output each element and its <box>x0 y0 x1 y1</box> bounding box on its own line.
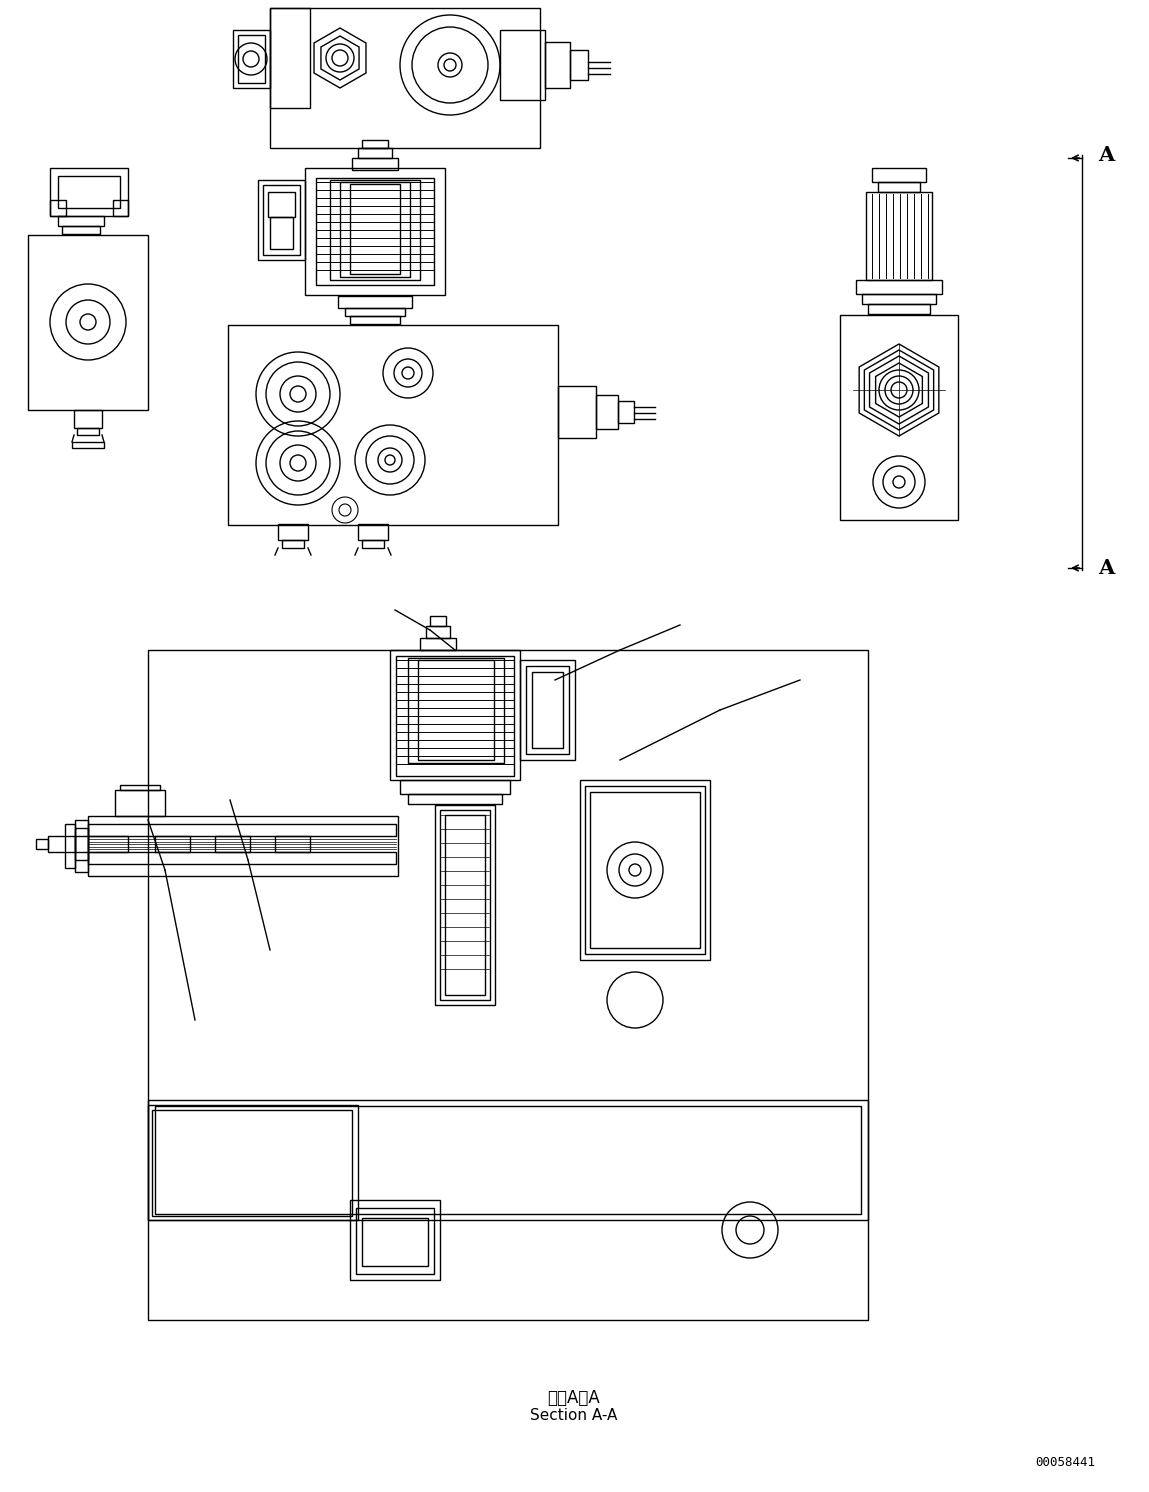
Bar <box>856 280 942 294</box>
Bar <box>88 852 396 864</box>
Bar <box>259 181 304 260</box>
Bar <box>62 225 100 234</box>
Bar <box>352 158 398 170</box>
Bar <box>74 410 102 428</box>
Bar <box>358 524 388 540</box>
Bar <box>51 200 65 216</box>
Bar <box>88 836 128 852</box>
Bar <box>440 810 489 1000</box>
Bar <box>148 1100 867 1220</box>
Bar <box>390 651 520 780</box>
Bar <box>270 7 310 107</box>
Bar <box>155 1106 861 1214</box>
Bar <box>316 178 434 285</box>
Bar <box>270 7 540 148</box>
Bar <box>57 176 119 207</box>
Bar <box>356 1209 434 1274</box>
Bar <box>282 540 304 548</box>
Bar <box>532 671 563 747</box>
Bar <box>358 148 392 158</box>
Bar <box>867 304 930 313</box>
Bar <box>545 42 570 88</box>
Bar <box>88 816 398 876</box>
Bar <box>596 395 618 430</box>
Bar <box>426 627 450 639</box>
Text: 断面A－A: 断面A－A <box>548 1389 601 1407</box>
Bar <box>228 325 558 525</box>
Bar <box>75 828 88 859</box>
Bar <box>113 200 128 216</box>
Bar <box>589 792 700 947</box>
Bar <box>520 659 574 759</box>
Bar <box>36 839 48 849</box>
Bar <box>570 51 588 81</box>
Bar <box>233 30 270 88</box>
Bar <box>275 836 310 852</box>
Bar <box>350 1200 440 1280</box>
Text: A: A <box>1098 558 1115 577</box>
Bar <box>840 315 958 521</box>
Text: A: A <box>1098 145 1115 166</box>
Bar <box>77 428 99 436</box>
Bar <box>28 236 148 410</box>
Bar <box>338 295 412 307</box>
Bar <box>408 658 504 762</box>
Bar <box>215 836 250 852</box>
Bar <box>48 836 75 852</box>
Bar <box>115 789 165 816</box>
Bar <box>362 1217 427 1267</box>
Bar <box>345 307 404 316</box>
Bar <box>263 185 300 255</box>
Bar <box>304 169 445 295</box>
Bar <box>330 181 421 280</box>
Bar <box>75 821 88 871</box>
Bar <box>362 140 388 148</box>
Bar <box>418 659 494 759</box>
Bar <box>526 665 569 753</box>
Bar <box>65 824 75 868</box>
Bar <box>238 34 265 84</box>
Bar <box>57 216 105 225</box>
Bar <box>500 30 545 100</box>
Bar <box>148 651 867 1320</box>
Bar <box>408 794 502 804</box>
Bar <box>152 1110 352 1216</box>
Bar <box>435 806 495 1006</box>
Bar <box>350 316 400 324</box>
Bar <box>618 401 634 424</box>
Bar <box>270 216 293 249</box>
Bar <box>155 836 190 852</box>
Bar <box>88 824 396 836</box>
Bar <box>119 785 160 789</box>
Bar <box>278 524 308 540</box>
Bar <box>558 386 596 439</box>
Bar <box>400 780 510 794</box>
Bar <box>396 656 514 776</box>
Bar <box>421 639 456 651</box>
Text: 00058441: 00058441 <box>1035 1456 1095 1468</box>
Bar <box>585 786 705 953</box>
Bar <box>72 442 105 448</box>
Bar <box>148 1106 358 1220</box>
Bar <box>430 616 446 627</box>
Bar <box>866 192 932 280</box>
Bar <box>362 540 384 548</box>
Bar <box>445 815 485 995</box>
Bar <box>872 169 926 182</box>
Bar <box>350 184 400 275</box>
Bar <box>878 182 920 192</box>
Bar <box>51 169 128 216</box>
Text: Section A-A: Section A-A <box>531 1408 618 1423</box>
Bar <box>268 192 295 216</box>
Bar <box>862 294 936 304</box>
Bar <box>580 780 710 959</box>
Bar <box>340 182 410 278</box>
